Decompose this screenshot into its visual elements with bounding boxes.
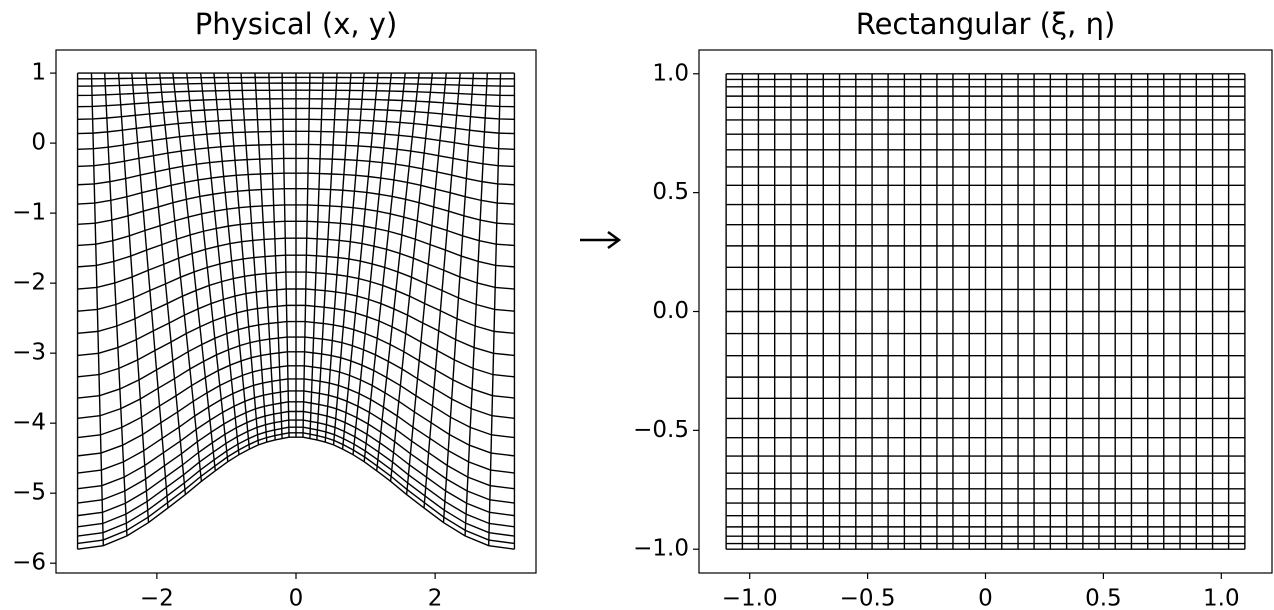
mesh-row <box>77 254 515 312</box>
mesh-row <box>77 143 515 168</box>
mesh-row <box>77 172 515 205</box>
mesh-row <box>77 187 515 225</box>
axes-frame <box>55 49 537 574</box>
mesh-row <box>77 288 515 357</box>
mesh-row <box>77 320 515 399</box>
mesh-row <box>77 390 515 490</box>
mesh-row <box>77 365 515 457</box>
mesh-row <box>77 426 515 537</box>
mesh-row <box>77 351 515 439</box>
x-tick-label: −2 <box>140 586 174 610</box>
y-tick-label: 0.5 <box>652 179 689 205</box>
y-tick-label: −5 <box>12 480 46 506</box>
mesh-row <box>77 157 515 186</box>
x-tick-label: −0.5 <box>840 586 896 610</box>
mesh-row <box>77 271 515 334</box>
x-tick-label: 0 <box>978 586 993 610</box>
y-tick-label: −3 <box>12 340 46 366</box>
mesh-row <box>77 436 515 550</box>
mesh-row <box>77 89 515 97</box>
y-tick-label: 0.0 <box>652 298 689 324</box>
y-tick-label: 1 <box>31 60 46 86</box>
mesh-row <box>77 220 515 268</box>
mesh-row <box>77 432 515 545</box>
mesh-row <box>77 82 515 87</box>
mesh-row <box>77 410 515 517</box>
chart-title: Rectangular (ξ, η) <box>856 7 1116 41</box>
mesh-row <box>77 107 515 120</box>
mesh-row <box>77 204 515 247</box>
mesh-row <box>77 76 515 80</box>
y-tick-label: −0.5 <box>633 417 689 443</box>
y-tick-label: −2 <box>12 270 46 296</box>
mesh-row <box>77 378 515 474</box>
x-tick-label: 2 <box>428 586 443 610</box>
mesh-row <box>77 118 515 135</box>
y-tick-label: −1.0 <box>633 536 689 562</box>
mesh-row <box>77 237 515 290</box>
mesh-row <box>77 336 515 419</box>
chart-title: Physical (x, y) <box>195 7 398 41</box>
x-tick-label: 1.0 <box>1203 586 1240 610</box>
mesh-row <box>77 401 515 504</box>
mesh-row <box>77 419 515 528</box>
y-tick-label: −1 <box>12 200 46 226</box>
mesh-row <box>77 304 515 378</box>
x-tick-label: 0.5 <box>1085 586 1122 610</box>
mesh-row <box>77 98 515 108</box>
arrow <box>580 230 622 250</box>
x-tick-label: 0 <box>289 586 304 610</box>
mesh-row <box>77 130 515 150</box>
axes-frame <box>698 49 1273 574</box>
y-tick-label: −4 <box>12 410 46 436</box>
y-tick-label: 0 <box>31 130 46 156</box>
y-tick-label: −6 <box>12 550 46 576</box>
y-tick-label: 1.0 <box>652 60 689 86</box>
x-tick-label: −1.0 <box>722 586 778 610</box>
